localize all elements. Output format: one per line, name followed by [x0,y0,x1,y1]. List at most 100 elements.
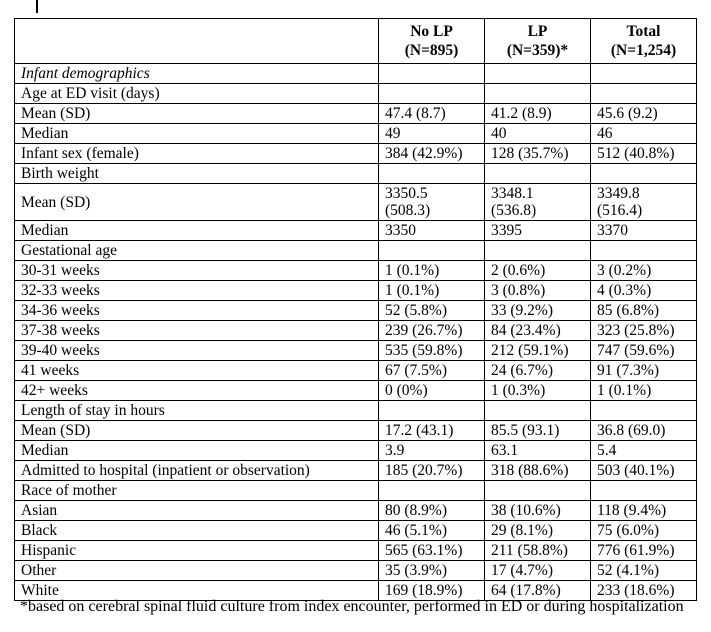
header-total: Total (N=1,254) [590,18,697,64]
table-row: Other 35 (3.9%) 17 (4.7%) 52 (4.1%) [14,560,697,581]
row-value [378,63,485,84]
row-value: 512 (40.8%) [590,143,697,164]
row-value: 3 (0.2%) [590,260,697,281]
row-value [378,240,485,261]
row-label: 37-38 weeks [14,320,379,341]
row-value: 5.4 [590,440,697,461]
table-row: Birth weight [14,163,697,184]
row-value: 63.1 [484,440,591,461]
row-label: 39-40 weeks [14,340,379,361]
row-label: 41 weeks [14,360,379,381]
table-row: Admitted to hospital (inpatient or obser… [14,460,697,481]
row-value [590,163,697,184]
table-row: Length of stay in hours [14,400,697,421]
row-label: Length of stay in hours [14,400,379,421]
row-label: Mean (SD) [14,183,379,221]
row-label: Mean (SD) [14,420,379,441]
row-value: 776 (61.9%) [590,540,697,561]
header-no-lp: No LP (N=895) [378,18,485,64]
row-value: 64 (17.8%) [484,580,591,601]
table-row: Median 3350 3395 3370 [14,220,697,241]
row-value: 233 (18.6%) [590,580,697,601]
text-cursor [36,0,38,13]
demographics-table: No LP (N=895) LP (N=359)* Total (N=1,254… [14,18,697,601]
row-value [378,163,485,184]
row-value: 384 (42.9%) [378,143,485,164]
table-row: 34-36 weeks 52 (5.8%) 33 (9.2%) 85 (6.8%) [14,300,697,321]
row-value [484,480,591,501]
row-value: 46 (5.1%) [378,520,485,541]
row-label: Admitted to hospital (inpatient or obser… [14,460,379,481]
row-value: 91 (7.3%) [590,360,697,381]
table-row: Mean (SD) 47.4 (8.7) 41.2 (8.9) 45.6 (9.2) [14,103,697,124]
table-row: 37-38 weeks 239 (26.7%) 84 (23.4%) 323 (25.… [14,320,697,341]
table-row: Age at ED visit (days) [14,83,697,104]
row-value: 747 (59.6%) [590,340,697,361]
row-value: 24 (6.7%) [484,360,591,381]
row-value: 128 (35.7%) [484,143,591,164]
row-value: 535 (59.8%) [378,340,485,361]
table-row: 30-31 weeks 1 (0.1%) 2 (0.6%) 3 (0.2%) [14,260,697,281]
row-value [484,163,591,184]
row-label: Age at ED visit (days) [14,83,379,104]
row-value: 29 (8.1%) [484,520,591,541]
row-label: Median [14,440,379,461]
row-value: 3350.5 (508.3) [378,183,485,221]
table-body: Infant demographics Age at ED visit (days… [14,63,697,601]
row-label: 30-31 weeks [14,260,379,281]
footnote: *based on cerebral spinal fluid culture … [20,598,684,615]
row-value: 4 (0.3%) [590,280,697,301]
table-row: Hispanic 565 (63.1%) 211 (58.8%) 776 (61.9%… [14,540,697,561]
row-value: 52 (4.1%) [590,560,697,581]
header-lp: LP (N=359)* [484,18,591,64]
row-value: 239 (26.7%) [378,320,485,341]
row-value [590,480,697,501]
row-value: 1 (0.1%) [378,280,485,301]
row-value: 36.8 (69.0) [590,420,697,441]
row-label: Infant sex (female) [14,143,379,164]
row-label: Black [14,520,379,541]
row-label: 34-36 weeks [14,300,379,321]
table-header: No LP (N=895) LP (N=359)* Total (N=1,254… [14,18,697,64]
row-value [484,400,591,421]
row-value: 565 (63.1%) [378,540,485,561]
table-row: White 169 (18.9%) 64 (17.8%) 233 (18.6%) [14,580,697,601]
row-value: 41.2 (8.9) [484,103,591,124]
table-row: Median 3.9 63.1 5.4 [14,440,697,461]
row-value: 17.2 (43.1) [378,420,485,441]
row-value: 318 (88.6%) [484,460,591,481]
table-row: Mean (SD) 3350.5 (508.3) 3348.1 (536.8) 334… [14,183,697,221]
row-value: 33 (9.2%) [484,300,591,321]
table-row: Infant sex (female) 384 (42.9%) 128 (35.7%… [14,143,697,164]
row-label: 42+ weeks [14,380,379,401]
row-label: White [14,580,379,601]
row-value: 1 (0.1%) [590,380,697,401]
row-value: 85 (6.8%) [590,300,697,321]
row-value [590,83,697,104]
table-row: Median 49 40 46 [14,123,697,144]
row-value: 38 (10.6%) [484,500,591,521]
row-value: 40 [484,123,591,144]
row-value: 47.4 (8.7) [378,103,485,124]
row-value: 3349.8 (516.4) [590,183,697,221]
row-value: 3395 [484,220,591,241]
table-row: Race of mother [14,480,697,501]
row-value: 212 (59.1%) [484,340,591,361]
row-value: 84 (23.4%) [484,320,591,341]
row-label: Asian [14,500,379,521]
row-value: 46 [590,123,697,144]
row-value [378,400,485,421]
header-row: No LP (N=895) LP (N=359)* Total (N=1,254… [14,18,697,64]
table-row: 41 weeks 67 (7.5%) 24 (6.7%) 91 (7.3%) [14,360,697,381]
table-row: 39-40 weeks 535 (59.8%) 212 (59.1%) 747 (59… [14,340,697,361]
row-value [590,240,697,261]
table-row: Mean (SD) 17.2 (43.1) 85.5 (93.1) 36.8 (69.… [14,420,697,441]
row-value: 67 (7.5%) [378,360,485,381]
row-value: 45.6 (9.2) [590,103,697,124]
row-value [484,240,591,261]
row-label: Birth weight [14,163,379,184]
row-value: 1 (0.3%) [484,380,591,401]
table-row: Infant demographics [14,63,697,84]
row-label: Median [14,123,379,144]
row-value: 3348.1 (536.8) [484,183,591,221]
